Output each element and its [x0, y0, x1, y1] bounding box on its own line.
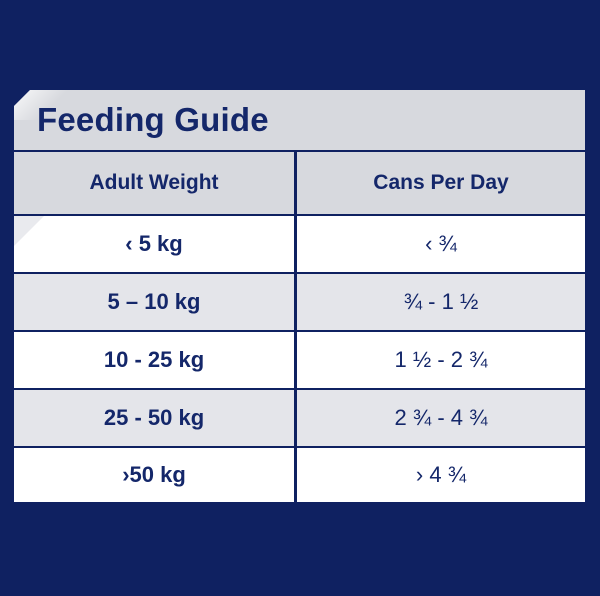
cans-cell: › 4 ¾: [297, 448, 585, 502]
page-title: Feeding Guide: [37, 101, 269, 138]
table-row: ›50 kg › 4 ¾: [14, 448, 585, 502]
table-row: ‹ 5 kg ‹ ¾: [14, 216, 585, 272]
table-row: 5 – 10 kg ¾ - 1 ½: [14, 274, 585, 330]
column-header-adult-weight: Adult Weight: [14, 152, 297, 214]
cans-cell: ¾ - 1 ½: [297, 274, 585, 330]
table-row: 25 - 50 kg 2 ¾ - 4 ¾: [14, 390, 585, 446]
weight-cell: 25 - 50 kg: [14, 390, 297, 446]
table-row: 10 - 25 kg 1 ½ - 2 ¾: [14, 332, 585, 388]
cans-cell: 2 ¾ - 4 ¾: [297, 390, 585, 446]
cans-cell: ‹ ¾: [297, 216, 585, 272]
column-header-cans-per-day: Cans Per Day: [297, 152, 585, 214]
title-bar: [14, 90, 585, 150]
table-header: Adult Weight Cans Per Day: [14, 152, 585, 214]
cans-cell: 1 ½ - 2 ¾: [297, 332, 585, 388]
weight-cell: ›50 kg: [14, 448, 297, 502]
weight-cell: ‹ 5 kg: [14, 216, 297, 272]
feeding-guide-card: Feeding Guide Adult Weight Cans Per Day …: [14, 90, 585, 502]
weight-cell: 10 - 25 kg: [14, 332, 297, 388]
weight-cell: 5 – 10 kg: [14, 274, 297, 330]
